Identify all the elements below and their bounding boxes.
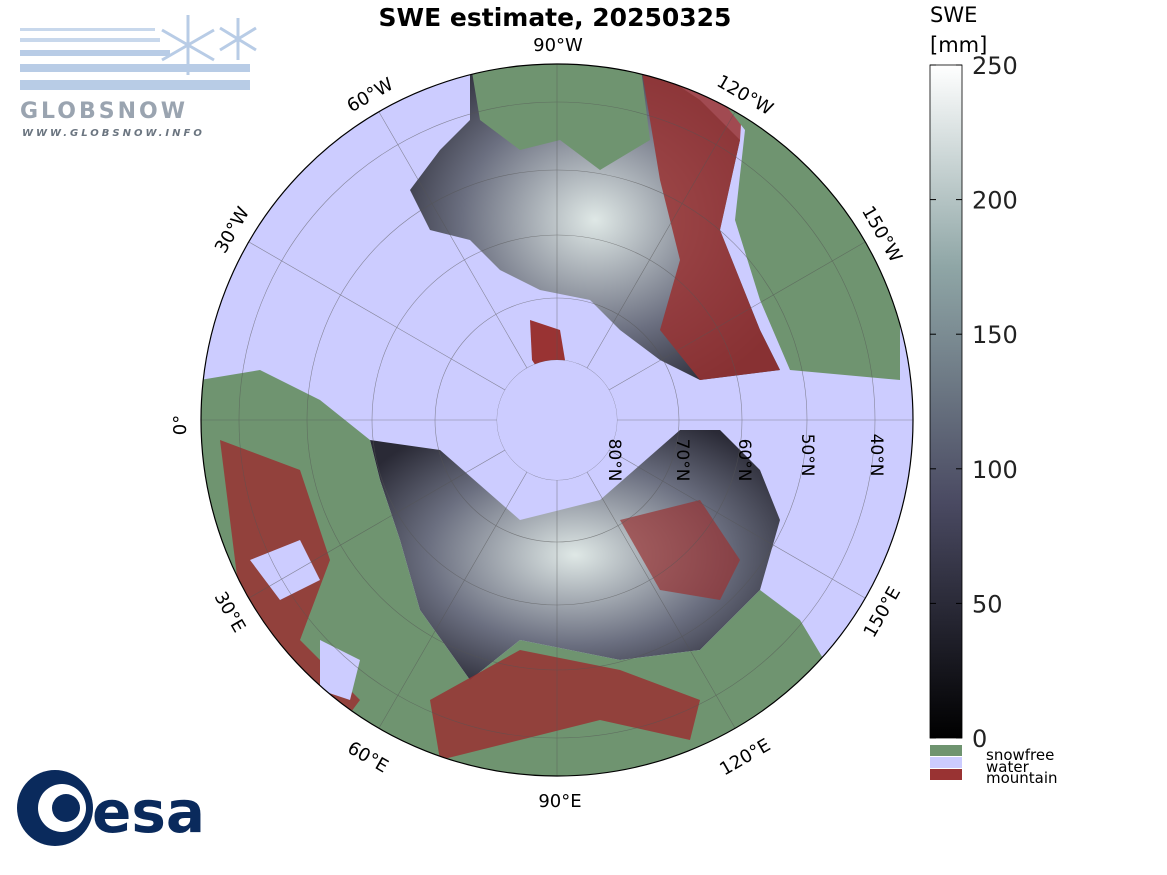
latitude-labels: 80°N 70°N 60°N 50°N 40°N	[604, 434, 886, 482]
legend-swatch	[930, 757, 962, 768]
longitude-label: 90°E	[538, 791, 581, 812]
latitude-label: 50°N	[797, 434, 817, 477]
legend-swatch	[930, 745, 962, 756]
latitude-label: 40°N	[866, 434, 886, 477]
latitude-label: 80°N	[604, 439, 624, 482]
colorbar-tick-label: 100	[972, 456, 1018, 484]
esa-name: esa	[92, 778, 205, 846]
longitude-label: 120°E	[716, 735, 774, 781]
latitude-label: 70°N	[672, 439, 692, 482]
globsnow-url: WWW.GLOBSNOW.INFO	[22, 128, 205, 139]
sea-caspian	[320, 640, 360, 700]
longitude-label: 90°W	[533, 35, 583, 56]
land-eurasia	[201, 370, 830, 776]
colorbar-label: SWE	[930, 3, 977, 27]
colorbar-tick-label: 150	[972, 321, 1018, 349]
colorbar-tick-label: 200	[972, 187, 1018, 215]
legend-label: snowfree	[986, 746, 1054, 764]
legend-label: mountain	[986, 769, 1058, 787]
colorbar-tick-label: 0	[972, 725, 987, 753]
latitude-label: 60°N	[734, 439, 754, 482]
legend-label: water	[986, 758, 1030, 776]
map-title: SWE estimate, 20250325	[379, 3, 732, 32]
colorbar-tick-label: 50	[972, 590, 1003, 618]
globsnow-name: GLOBSNOW	[20, 99, 188, 124]
colorbar-label: [mm]	[930, 33, 987, 57]
esa-logo: esa	[17, 770, 205, 846]
mountain-siberia	[620, 500, 740, 600]
land-north-america	[470, 64, 650, 170]
mountain-rockies	[640, 64, 780, 380]
map-area	[201, 64, 913, 776]
colorbar	[929, 64, 963, 739]
colorbar-ticks: 0 50 100 150 200 250	[930, 52, 1018, 753]
longitude-label: 0°	[170, 415, 191, 435]
legend-swatch	[930, 769, 962, 780]
colorbar-tick-label: 250	[972, 52, 1018, 80]
pole-hole	[497, 360, 617, 480]
globsnow-logo: GLOBSNOW WWW.GLOBSNOW.INFO	[20, 15, 257, 139]
longitude-label: 60°E	[344, 738, 392, 778]
snow-eurasia	[370, 430, 780, 680]
sea-baltic	[250, 540, 320, 600]
longitude-label: 30°E	[210, 588, 250, 636]
map-frame	[200, 63, 914, 777]
